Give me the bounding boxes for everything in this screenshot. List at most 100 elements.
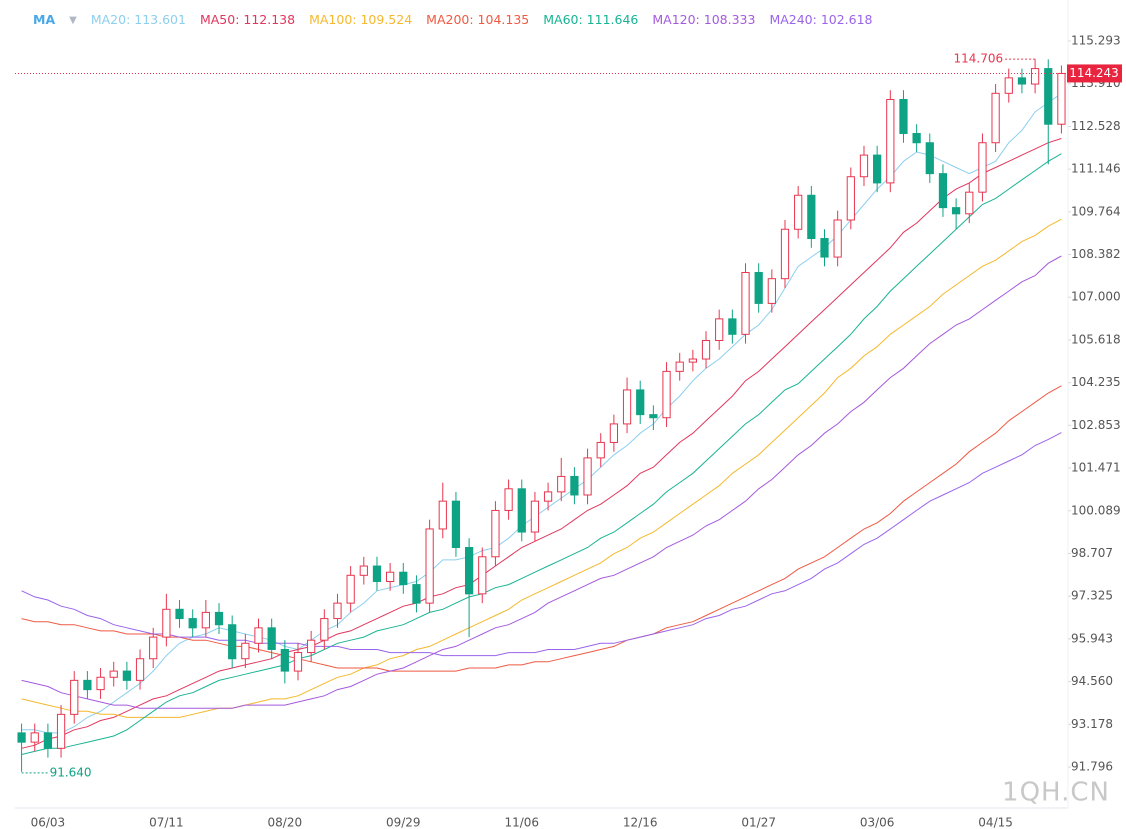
ma-line [21, 255, 1062, 709]
y-tick-label: 100.089 [1071, 503, 1121, 517]
candle-body [886, 98, 895, 184]
candle-body [754, 272, 763, 304]
candle-body [1057, 72, 1066, 125]
candle-body [478, 556, 487, 595]
candle-body [399, 571, 408, 586]
candle-body [570, 475, 579, 496]
candle-body [636, 389, 645, 416]
candle-body [530, 500, 540, 533]
y-tick-label: 115.293 [1071, 33, 1121, 47]
x-tick-label: 12/16 [623, 816, 658, 829]
candle-body [899, 98, 908, 134]
candle-body [293, 652, 303, 672]
candle-body [701, 339, 711, 360]
candle-body [333, 602, 342, 620]
candle-body [1017, 77, 1027, 85]
candle-body [188, 618, 197, 629]
y-tick-label: 112.528 [1071, 119, 1121, 133]
x-tick-label: 04/15 [978, 816, 1013, 829]
candle-body [43, 732, 53, 749]
candle-body [807, 194, 816, 240]
x-tick-label: 01/27 [741, 816, 776, 829]
candle-body [201, 611, 210, 629]
candle-body [109, 670, 118, 678]
x-tick-label: 06/03 [31, 816, 66, 829]
candle-body [978, 142, 987, 193]
candle-body [873, 154, 882, 184]
x-tick-label: 09/29 [386, 816, 421, 829]
candle-body [965, 191, 974, 215]
candle-body [451, 500, 461, 549]
candle-body [951, 207, 961, 215]
x-tick-label: 11/06 [504, 816, 539, 829]
candle-body [438, 500, 447, 530]
candle-body [122, 670, 132, 681]
candle-body [17, 732, 26, 743]
candle-body [649, 414, 658, 419]
candle-body [517, 488, 526, 533]
candle-body [741, 272, 750, 335]
candle-body [491, 509, 500, 558]
candle-body [780, 228, 790, 280]
candle-body [1044, 68, 1053, 125]
legend-entry[interactable]: MA20: 113.601 [90, 12, 186, 27]
last-price-label: 114.243 [1069, 66, 1119, 80]
candle-body [991, 92, 1000, 144]
candle-body [241, 642, 250, 660]
legend-entry[interactable]: MA50: 112.138 [199, 12, 296, 27]
y-tick-label: 93.178 [1071, 717, 1113, 731]
y-tick-label: 94.560 [1071, 674, 1113, 688]
candle-body [70, 679, 79, 715]
dropdown-icon[interactable]: ▼ [69, 15, 77, 26]
candle-body [820, 238, 829, 258]
candle-body [267, 627, 276, 650]
y-tick-label: 107.000 [1071, 290, 1121, 304]
y-tick-label: 98.707 [1071, 546, 1113, 560]
candle-body [925, 142, 934, 175]
candle-body [833, 219, 842, 258]
y-tick-label: 91.796 [1071, 759, 1113, 773]
legend-entry[interactable]: MA60: 111.646 [543, 12, 639, 27]
candle-body [859, 154, 869, 178]
ma-line [21, 138, 1062, 749]
indicator-name[interactable]: MA [33, 12, 56, 27]
y-tick-label: 97.325 [1071, 589, 1113, 603]
legend-entry[interactable]: MA120: 108.333 [652, 12, 756, 27]
x-tick-label: 07/11 [149, 816, 184, 829]
y-tick-label: 101.471 [1071, 461, 1121, 475]
candle-body [135, 658, 145, 681]
candle-body [175, 608, 184, 620]
candle-body [386, 571, 395, 582]
candle-body [543, 491, 553, 502]
ma-line [21, 385, 1062, 672]
candle-body [83, 679, 92, 691]
candle-body [464, 547, 474, 595]
candle-body [1004, 77, 1013, 94]
legend-entry[interactable]: MA240: 102.618 [769, 12, 873, 27]
watermark: 1QH.CN [1002, 778, 1110, 808]
candle-body [794, 194, 803, 230]
candle-body [425, 528, 434, 604]
min-label: 91.640 [50, 765, 92, 779]
candle-body [728, 318, 737, 335]
candle-body [596, 441, 605, 459]
candle-body [609, 423, 619, 443]
legend-entry[interactable]: MA200: 104.135 [426, 12, 530, 27]
ma-line [21, 432, 1062, 657]
last-price-box [1067, 64, 1122, 83]
candle-body [662, 370, 671, 419]
candle-body [346, 574, 355, 604]
candle-body [412, 584, 421, 604]
candle-body [214, 611, 224, 626]
y-tick-label: 105.618 [1071, 332, 1121, 346]
candle-body [767, 278, 776, 304]
candle-body [688, 358, 697, 363]
candle-body [1030, 68, 1040, 85]
candle-body [307, 639, 316, 654]
legend-entry[interactable]: MA100: 109.524 [309, 12, 413, 27]
candle-body [846, 176, 855, 221]
candle-body [320, 618, 329, 641]
candle-body [56, 713, 66, 749]
